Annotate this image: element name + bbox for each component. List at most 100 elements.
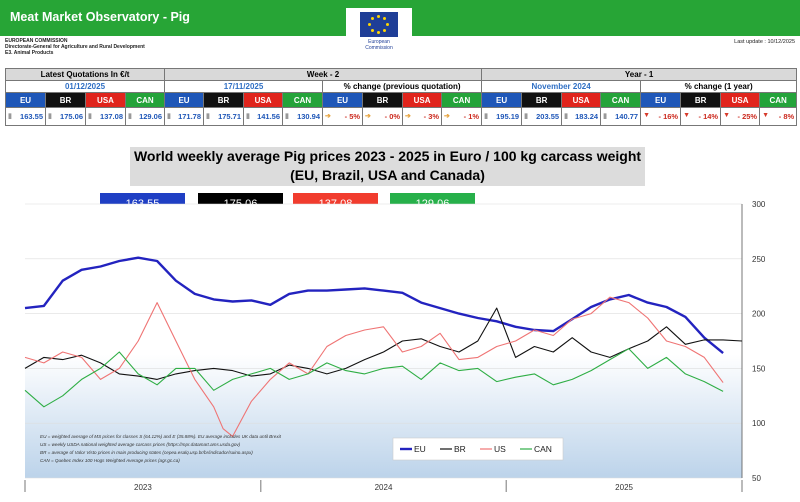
x-year-label: 2024 xyxy=(375,483,393,492)
y-tick-label: 50 xyxy=(752,474,761,483)
bar-chart-icon: ▮ xyxy=(285,113,289,120)
pct-year-header: % change (1 year) xyxy=(640,80,798,93)
year-value: ▮ 203.55 xyxy=(521,107,563,126)
bar-chart-icon: ▮ xyxy=(167,113,171,120)
week-header: Week - 2 xyxy=(164,68,483,81)
label-usa: USA xyxy=(85,92,126,108)
label-usa: USA xyxy=(561,92,602,108)
latest-value: ▮ 137.08 xyxy=(85,107,126,126)
y-tick-label: 100 xyxy=(752,419,766,428)
bar-chart-icon: ▮ xyxy=(8,113,12,120)
pct-prev-value: ➔ - 3% xyxy=(402,107,443,126)
label-can: CAN xyxy=(759,92,798,108)
year-value: ▮ 183.24 xyxy=(561,107,602,126)
arrow-down-icon: ▼ xyxy=(643,112,651,119)
pct-year-value: ▼ - 25% xyxy=(720,107,761,126)
arrow-down-icon: ▼ xyxy=(683,112,691,119)
logo-text: European Commission xyxy=(365,39,393,51)
series-lines xyxy=(24,256,743,437)
price-line-chart: 50 100 150 200 250 300 2023 2024 2025 EU = weig… xyxy=(24,200,766,492)
y-tick-label: 250 xyxy=(752,255,766,264)
label-eu: EU xyxy=(5,92,46,108)
label-br: BR xyxy=(521,92,563,108)
pct-prev-value: ➔ - 1% xyxy=(441,107,483,126)
bar-chart-icon: ▮ xyxy=(246,113,250,120)
chart-title: World weekly average Pig prices 2023 - 2… xyxy=(133,148,642,164)
year-value: ▮ 140.77 xyxy=(600,107,642,126)
organisation-block: EUROPEAN COMMISSION Directorate-General … xyxy=(5,38,145,56)
latest-value: ▮ 163.55 xyxy=(5,107,46,126)
label-eu: EU xyxy=(322,92,364,108)
y-axis: 50 100 150 200 250 300 xyxy=(741,200,766,483)
year-header: Year - 1 xyxy=(481,68,798,81)
week-value: ▮ 171.78 xyxy=(164,107,205,126)
week-value: ▮ 175.71 xyxy=(203,107,245,126)
org-line: EUROPEAN COMMISSION xyxy=(5,38,68,44)
pct-prev-value: ➔ - 0% xyxy=(362,107,404,126)
series-line-eu xyxy=(24,256,724,355)
label-can: CAN xyxy=(282,92,324,108)
legend: EU BR US CAN xyxy=(392,437,564,461)
series-line-us xyxy=(24,296,724,437)
pct-prev-header: % change (previous quotation) xyxy=(322,80,483,93)
chart-title-box: World weekly average Pig prices 2023 - 2… xyxy=(130,147,645,186)
source-note: BR = average of Valor Visto prices in ma… xyxy=(40,450,253,455)
y-tick-label: 200 xyxy=(752,310,766,319)
pct-year-value: ▼ - 8% xyxy=(759,107,798,126)
arrow-down-icon: ▼ xyxy=(762,112,770,119)
eu-flag-icon xyxy=(360,12,398,37)
bar-chart-icon: ▮ xyxy=(603,113,607,120)
source-note: CAN = Quebec Index 100 Hogs Weighted Ave… xyxy=(40,458,180,463)
legend-label: EU xyxy=(414,444,426,454)
label-br: BR xyxy=(203,92,245,108)
year-date: November 2024 xyxy=(481,80,642,93)
latest-date: 01/12/2025 xyxy=(4,80,166,93)
bar-chart-icon: ▮ xyxy=(88,113,92,120)
arrow-right-icon: ➔ xyxy=(444,113,450,120)
latest-value: ▮ 129.06 xyxy=(124,107,166,126)
bar-chart-icon: ▮ xyxy=(128,113,132,120)
series-line-can xyxy=(24,348,724,408)
pct-year-value: ▼ - 14% xyxy=(680,107,722,126)
bar-chart-icon: ▮ xyxy=(206,113,210,120)
bar-chart-icon: ▮ xyxy=(564,113,568,120)
week-date: 17/11/2025 xyxy=(164,80,324,93)
org-line: Directorate-General for Agriculture and … xyxy=(5,44,145,50)
source-notes: EU = weighted average of MS prices for c… xyxy=(40,434,282,463)
european-commission-logo: European Commission xyxy=(346,8,412,54)
arrow-right-icon: ➔ xyxy=(405,113,411,120)
x-year-label: 2025 xyxy=(615,483,633,492)
label-usa: USA xyxy=(720,92,761,108)
legend-label: US xyxy=(494,444,506,454)
source-note: EU = weighted average of MS prices for c… xyxy=(40,434,282,439)
bar-chart-icon: ▮ xyxy=(484,113,488,120)
chart-subtitle: (EU, Brazil, USA and Canada) xyxy=(290,167,485,183)
latest-header: Latest Quotations In €/t xyxy=(4,68,166,81)
legend-box xyxy=(392,437,564,461)
x-year-label: 2023 xyxy=(134,483,152,492)
week-value: ▮ 141.56 xyxy=(243,107,284,126)
arrow-right-icon: ➔ xyxy=(365,113,371,120)
bar-chart-icon: ▮ xyxy=(524,113,528,120)
latest-value: ▮ 175.06 xyxy=(45,107,86,126)
label-br: BR xyxy=(680,92,722,108)
label-br: BR xyxy=(362,92,404,108)
quotations-table: Latest Quotations In €/t Week - 2 Year -… xyxy=(4,68,798,126)
pct-prev-value: ➔ - 5% xyxy=(322,107,364,126)
label-can: CAN xyxy=(600,92,642,108)
last-update: Last update : 10/12/2025 xyxy=(734,39,795,45)
label-can: CAN xyxy=(124,92,166,108)
year-value: ▮ 195.19 xyxy=(481,107,523,126)
bar-chart-icon: ▮ xyxy=(48,113,52,120)
label-eu: EU xyxy=(164,92,205,108)
label-usa: USA xyxy=(243,92,284,108)
label-can: CAN xyxy=(441,92,483,108)
arrow-right-icon: ➔ xyxy=(325,113,331,120)
legend-label: CAN xyxy=(534,444,552,454)
legend-label: BR xyxy=(454,444,466,454)
label-br: BR xyxy=(45,92,86,108)
org-line: E3. Animal Products xyxy=(5,50,54,56)
label-eu: EU xyxy=(640,92,682,108)
label-eu: EU xyxy=(481,92,523,108)
week-value: ▮ 130.94 xyxy=(282,107,324,126)
